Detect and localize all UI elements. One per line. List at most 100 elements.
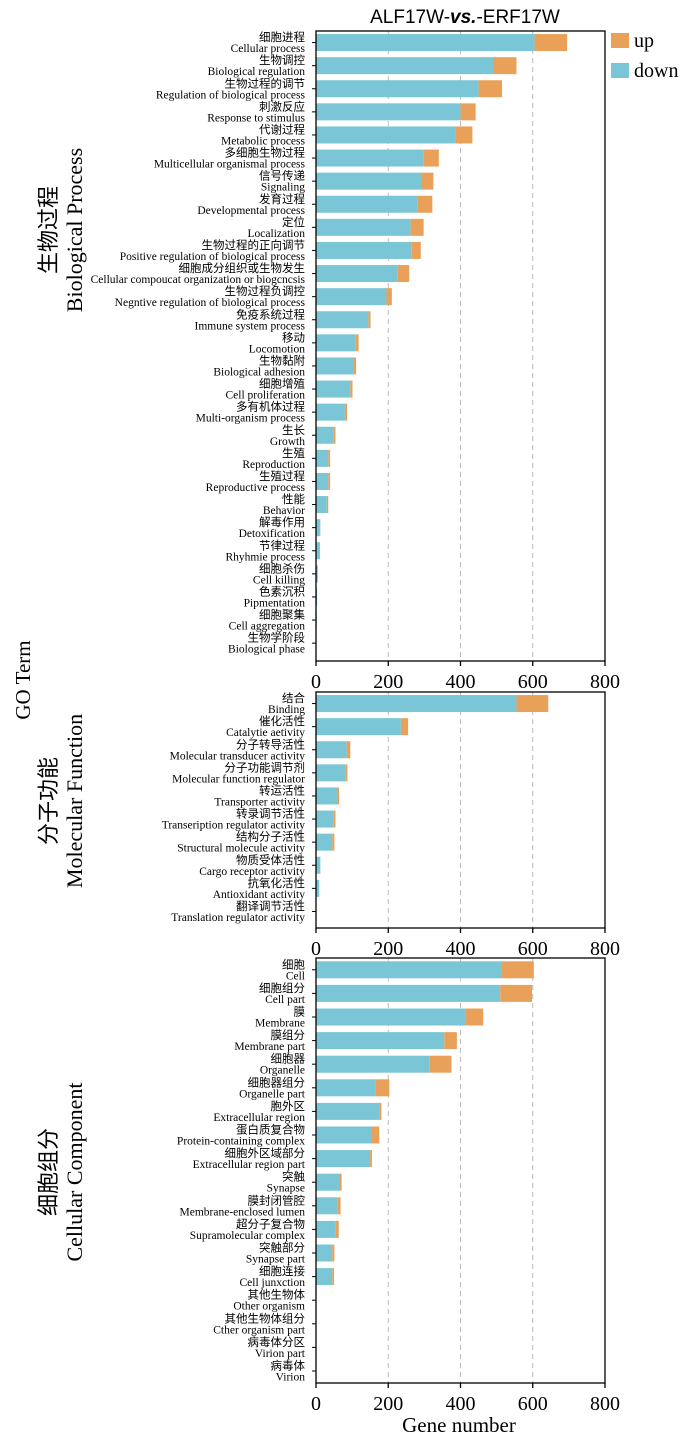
category-label-cn: 超分子复合物: [236, 1217, 305, 1231]
bar-down: [316, 80, 479, 98]
category-label-cn: 细胞杀伤: [259, 561, 305, 575]
category-label-en: Cell killing: [253, 574, 305, 586]
chart-title-part: vs.: [450, 7, 476, 28]
bar-down: [316, 718, 401, 736]
category-label-cn: 细胞器: [271, 1052, 306, 1066]
bar-down: [316, 961, 503, 979]
category-label-en: Extracellular region: [213, 1112, 305, 1124]
category-label-en: Pipmentation: [244, 597, 306, 609]
category-label-cn: 细胞器组分: [248, 1075, 306, 1089]
bar-down: [316, 542, 320, 560]
bar-up: [400, 718, 409, 736]
bar-down: [316, 1126, 372, 1144]
x-tick-label: 800: [590, 938, 620, 960]
bar-down: [316, 103, 461, 121]
category-label-cn: 抗氧化活性: [248, 876, 306, 890]
category-label-cn: 细胞组分: [259, 981, 305, 995]
legend: up down: [611, 30, 678, 82]
panel-label-cn: 细胞组分: [36, 1128, 61, 1216]
category-label-cn: 结构分子活性: [236, 830, 305, 844]
bar-up: [339, 1173, 342, 1191]
category-label-en: Positive regulation of biological proces…: [120, 251, 306, 263]
bar-down: [316, 126, 456, 144]
category-label-en: Reproduction: [242, 459, 305, 471]
category-label-cn: 发育过程: [259, 192, 305, 206]
bar-down: [316, 288, 387, 306]
category-label-cn: 免疫系统过程: [236, 307, 305, 321]
x-tick-label: 0: [311, 938, 321, 960]
category-label-en: Cellular process: [231, 43, 306, 55]
category-label-en: Cell: [286, 970, 305, 982]
category-label-en: Negntive regulation of biological proces…: [115, 297, 306, 309]
category-label-cn: 生物黏附: [259, 353, 305, 367]
category-label-cn: 突触: [282, 1170, 305, 1184]
category-label-en: Biological phase: [228, 644, 305, 656]
category-label-en: Localization: [248, 228, 306, 240]
bar-up: [328, 449, 331, 467]
x-tick-label: 600: [518, 938, 548, 960]
bar-up: [332, 1244, 335, 1262]
x-tick-label: 0: [311, 671, 321, 693]
bar-up: [411, 241, 421, 259]
category-label-cn: 生物过程负调控: [225, 284, 306, 298]
category-label-cn: 生物调控: [259, 53, 305, 67]
category-label-en: Multicellular organismal process: [154, 159, 306, 171]
category-label-en: Synapse: [267, 1183, 305, 1195]
category-label-en: Cell part: [265, 994, 306, 1006]
category-label-cn: 色素沉积: [259, 584, 305, 598]
category-label-en: Response to stimulus: [207, 112, 305, 124]
category-label-cn: 刺激反应: [259, 99, 305, 113]
category-label-en: Cargo receptor activity: [199, 866, 305, 878]
category-label-en: Virion part: [255, 1348, 306, 1360]
bar-down: [316, 34, 535, 52]
category-label-en: Binding: [268, 704, 305, 716]
x-tick-label: 200: [373, 671, 403, 693]
bar-down: [316, 241, 412, 259]
bar-down: [316, 1150, 371, 1168]
bar-down: [316, 1032, 445, 1050]
category-label-en: Virion: [276, 1372, 306, 1384]
bar-down: [316, 833, 333, 851]
category-label-cn: 膜组分: [271, 1028, 306, 1042]
bar-up: [375, 1079, 390, 1097]
bar-down: [316, 856, 321, 874]
bar-up: [353, 357, 357, 375]
bar-down: [316, 449, 329, 467]
bar-up: [417, 195, 433, 213]
category-label-en: Organelle part: [239, 1088, 306, 1100]
category-label-cn: 其他生物体组分: [225, 1311, 306, 1325]
category-label-en: Rhyhmie process: [225, 551, 305, 563]
category-label-en: Locomotion: [249, 343, 305, 355]
bar-up: [386, 288, 392, 306]
category-label-en: Cell junxction: [240, 1277, 306, 1289]
bar-down: [316, 426, 334, 444]
bar-down: [316, 1173, 340, 1191]
bar-up: [397, 265, 410, 283]
category-label-cn: 细胞: [282, 957, 305, 971]
bar-up: [346, 741, 351, 759]
bar-down: [316, 380, 351, 398]
category-label-cn: 其他生物体: [248, 1288, 306, 1302]
category-label-en: Translation regulator activity: [171, 912, 305, 924]
category-label-cn: 物质受体活性: [236, 853, 305, 867]
category-label-en: Detoxification: [239, 528, 306, 540]
category-label-en: Antioxidant activity: [213, 889, 306, 901]
bar-down: [316, 357, 354, 375]
category-label-en: Biological adhesion: [213, 366, 305, 378]
category-label-cn: 催化活性: [259, 714, 305, 728]
chart-title: ALF17W-vs.-ERF17W: [370, 7, 560, 28]
category-label-cn: 定位: [282, 215, 305, 229]
x-tick-label: 400: [446, 938, 476, 960]
category-label-en: Molecular transducer activity: [170, 750, 306, 762]
category-label-en: Immune system process: [194, 320, 305, 332]
bar-down: [316, 764, 346, 782]
x-tick-label: 0: [311, 1393, 321, 1415]
category-label-cn: 细胞聚集: [259, 608, 305, 622]
panel-label-en: Biological Process: [62, 148, 87, 312]
panel-label-en: Cellular Component: [62, 1082, 87, 1261]
bar-down: [316, 496, 327, 514]
bar-down: [316, 218, 411, 236]
bar-down: [316, 810, 334, 828]
